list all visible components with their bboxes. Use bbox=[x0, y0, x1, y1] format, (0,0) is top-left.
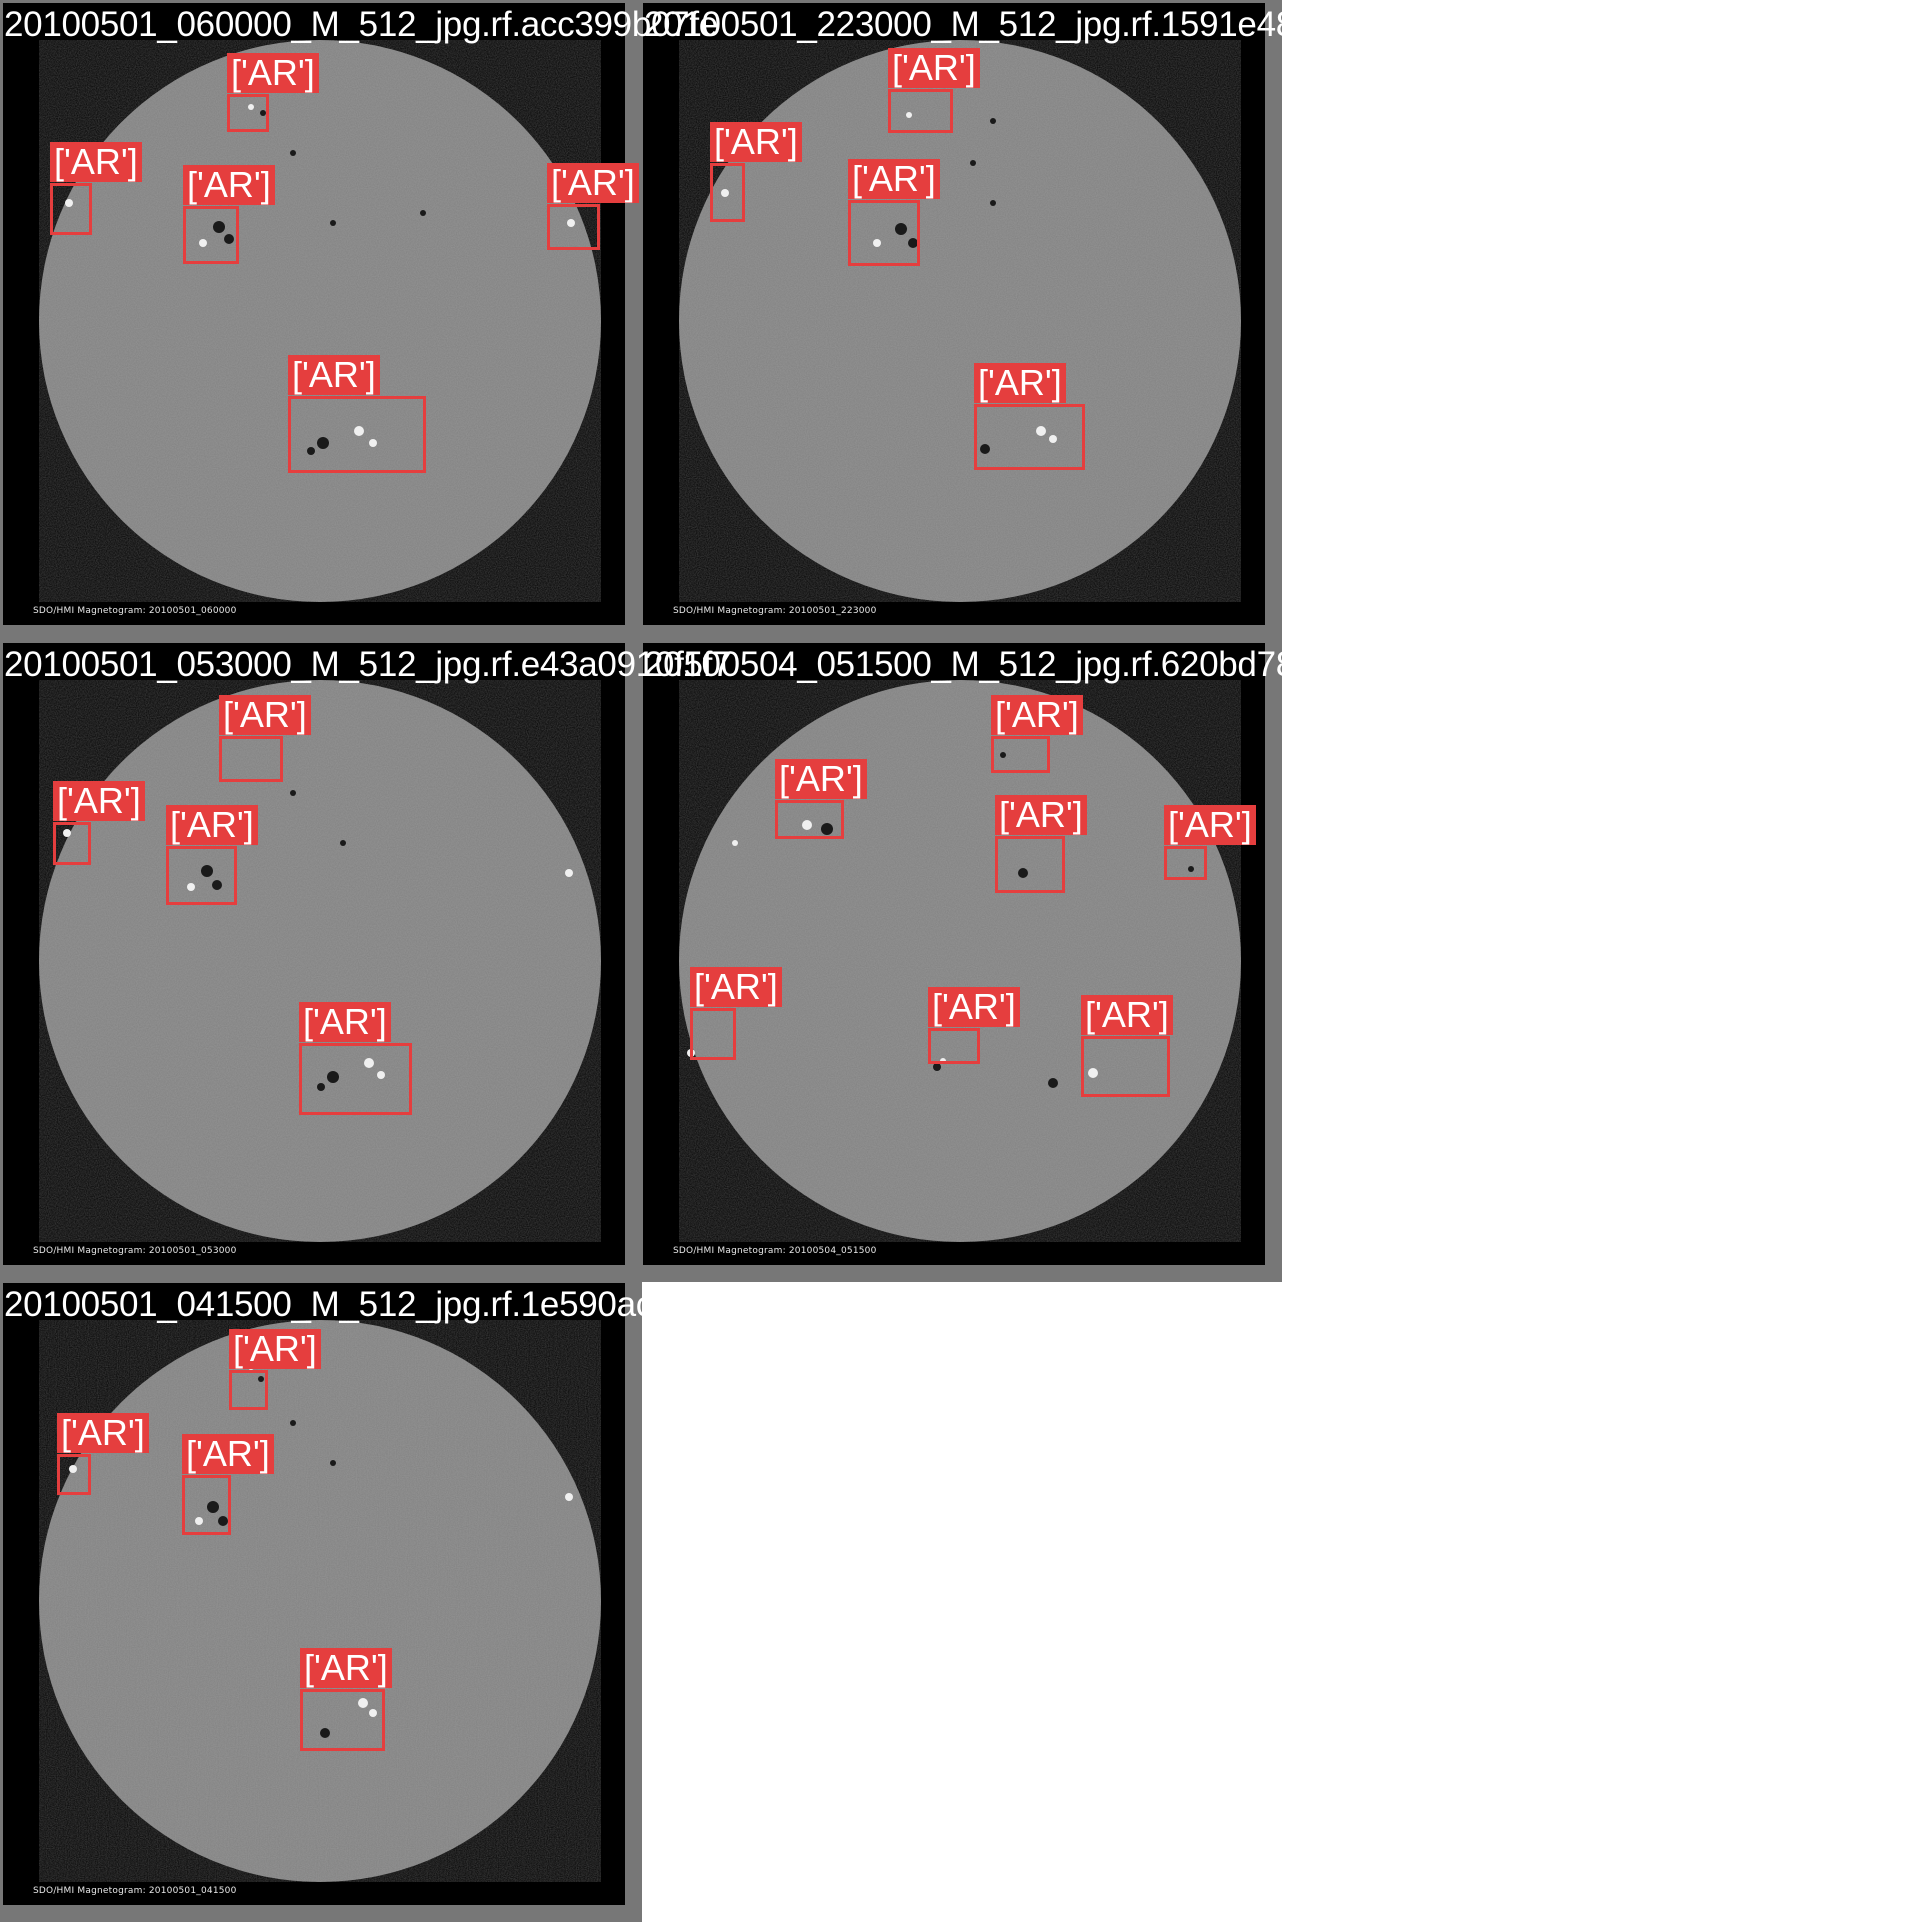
magnetogram-frame: SDO/HMI Magnetogram: 20100501_223000 bbox=[643, 3, 1265, 625]
detection-label: ['AR'] bbox=[1164, 805, 1256, 845]
image-tile: SDO/HMI Magnetogram: 20100501_060000 201… bbox=[0, 0, 718, 642]
detection-box bbox=[183, 206, 239, 264]
image-tile: SDO/HMI Magnetogram: 20100501_053000 201… bbox=[0, 640, 732, 1282]
detection-box bbox=[1081, 1036, 1170, 1097]
detection-box bbox=[690, 1008, 736, 1060]
detection-label: ['AR'] bbox=[848, 159, 940, 199]
detection-box bbox=[166, 846, 237, 905]
detection-box bbox=[227, 94, 269, 132]
detection-box bbox=[288, 396, 426, 473]
solar-disk bbox=[39, 40, 601, 602]
detection-label: ['AR'] bbox=[888, 48, 980, 88]
detection-box bbox=[775, 800, 844, 839]
filename-label: 20100501_223000_M_512_jpg.rf.1591e487e16 bbox=[644, 5, 1372, 44]
detection-label: ['AR'] bbox=[288, 355, 380, 395]
detection-label: ['AR'] bbox=[690, 967, 782, 1007]
detection-label: ['AR'] bbox=[50, 142, 142, 182]
solar-disk bbox=[679, 40, 1241, 602]
filename-label: 20100501_060000_M_512_jpg.rf.acc399b07fe bbox=[4, 5, 718, 44]
detection-label: ['AR'] bbox=[547, 163, 639, 203]
magnetogram-frame: SDO/HMI Magnetogram: 20100501_053000 bbox=[3, 643, 625, 1265]
detection-box bbox=[182, 1475, 231, 1535]
detection-label: ['AR'] bbox=[227, 53, 319, 93]
detection-label: ['AR'] bbox=[775, 759, 867, 799]
filename-label: 20100501_041500_M_512_jpg.rf.1e590ac868a bbox=[4, 1285, 730, 1324]
detection-box bbox=[995, 836, 1065, 893]
detection-label: ['AR'] bbox=[300, 1648, 392, 1688]
detection-box bbox=[928, 1028, 980, 1064]
solar-disk bbox=[39, 680, 601, 1242]
detection-box bbox=[848, 200, 920, 266]
magnetogram-caption: SDO/HMI Magnetogram: 20100501_053000 bbox=[33, 1246, 237, 1256]
detection-label: ['AR'] bbox=[974, 363, 1066, 403]
detection-box bbox=[991, 736, 1050, 773]
detection-label: ['AR'] bbox=[183, 165, 275, 205]
detection-box bbox=[57, 1454, 91, 1495]
detection-label: ['AR'] bbox=[299, 1002, 391, 1042]
detection-label: ['AR'] bbox=[182, 1434, 274, 1474]
magnetogram-frame: SDO/HMI Magnetogram: 20100501_041500 bbox=[3, 1283, 625, 1905]
filename-label: 20100501_053000_M_512_jpg.rf.e43a0910f5f… bbox=[4, 645, 732, 684]
detection-box bbox=[50, 183, 92, 235]
detection-box bbox=[547, 204, 600, 250]
detection-box bbox=[53, 822, 91, 865]
magnetogram-caption: SDO/HMI Magnetogram: 20100504_051500 bbox=[673, 1246, 877, 1256]
image-tile: SDO/HMI Magnetogram: 20100501_223000 201… bbox=[640, 0, 1372, 642]
detection-box bbox=[229, 1370, 268, 1410]
detection-label: ['AR'] bbox=[1081, 995, 1173, 1035]
magnetogram-caption: SDO/HMI Magnetogram: 20100501_041500 bbox=[33, 1886, 237, 1896]
detection-label: ['AR'] bbox=[991, 695, 1083, 735]
detection-label: ['AR'] bbox=[53, 781, 145, 821]
detection-box bbox=[219, 736, 283, 782]
detection-box bbox=[710, 163, 745, 222]
image-tile: SDO/HMI Magnetogram: 20100504_051500 201… bbox=[640, 640, 1370, 1282]
solar-disk bbox=[39, 1320, 601, 1882]
magnetogram-caption: SDO/HMI Magnetogram: 20100501_223000 bbox=[673, 606, 877, 616]
magnetogram-caption: SDO/HMI Magnetogram: 20100501_060000 bbox=[33, 606, 237, 616]
detection-box bbox=[974, 404, 1085, 470]
detection-label: ['AR'] bbox=[166, 805, 258, 845]
detection-label: ['AR'] bbox=[928, 987, 1020, 1027]
filename-label: 20100504_051500_M_512_jpg.rf.620bd78d2c2 bbox=[644, 645, 1370, 684]
magnetogram-frame: SDO/HMI Magnetogram: 20100504_051500 bbox=[643, 643, 1265, 1265]
detection-box bbox=[1164, 846, 1207, 880]
detection-box bbox=[299, 1043, 412, 1115]
magnetogram-frame: SDO/HMI Magnetogram: 20100501_060000 bbox=[3, 3, 625, 625]
image-tile: SDO/HMI Magnetogram: 20100501_041500 201… bbox=[0, 1280, 730, 1922]
detection-label: ['AR'] bbox=[229, 1329, 321, 1369]
detection-label: ['AR'] bbox=[710, 122, 802, 162]
solar-disk bbox=[679, 680, 1241, 1242]
detection-label: ['AR'] bbox=[219, 695, 311, 735]
detection-box bbox=[888, 89, 953, 133]
detection-box bbox=[300, 1689, 385, 1751]
detection-label: ['AR'] bbox=[57, 1413, 149, 1453]
detection-label: ['AR'] bbox=[995, 795, 1087, 835]
